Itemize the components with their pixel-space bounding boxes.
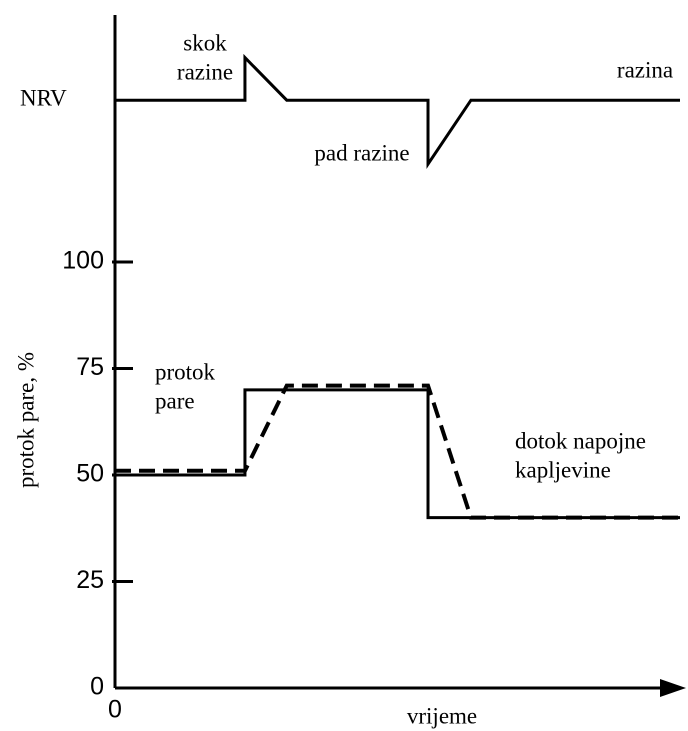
- series-line: [115, 388, 680, 520]
- x-tick-label: 0: [108, 696, 122, 724]
- nrv-label: NRV: [20, 85, 67, 110]
- y-tick-label: 0: [90, 673, 104, 701]
- y-axis-label: protok pare, %: [13, 352, 38, 488]
- y-tick-label: 50: [76, 460, 104, 488]
- annotation: kapljevine: [515, 457, 611, 482]
- series-line: [115, 383, 680, 520]
- annotation: pare: [155, 388, 195, 413]
- x-axis-arrow: [660, 679, 686, 697]
- annotation: dotok napojne: [515, 428, 646, 453]
- annotation: protok: [155, 359, 216, 384]
- series-line: [115, 53, 680, 170]
- annotation: razina: [617, 57, 673, 82]
- y-tick-label: 25: [76, 566, 104, 594]
- annotation: pad razine: [314, 140, 409, 165]
- y-tick-label: 100: [62, 247, 104, 275]
- annotation: skok: [183, 30, 227, 55]
- annotation: razine: [177, 59, 233, 84]
- x-axis-label: vrijeme: [407, 703, 477, 728]
- y-tick-label: 75: [76, 353, 104, 381]
